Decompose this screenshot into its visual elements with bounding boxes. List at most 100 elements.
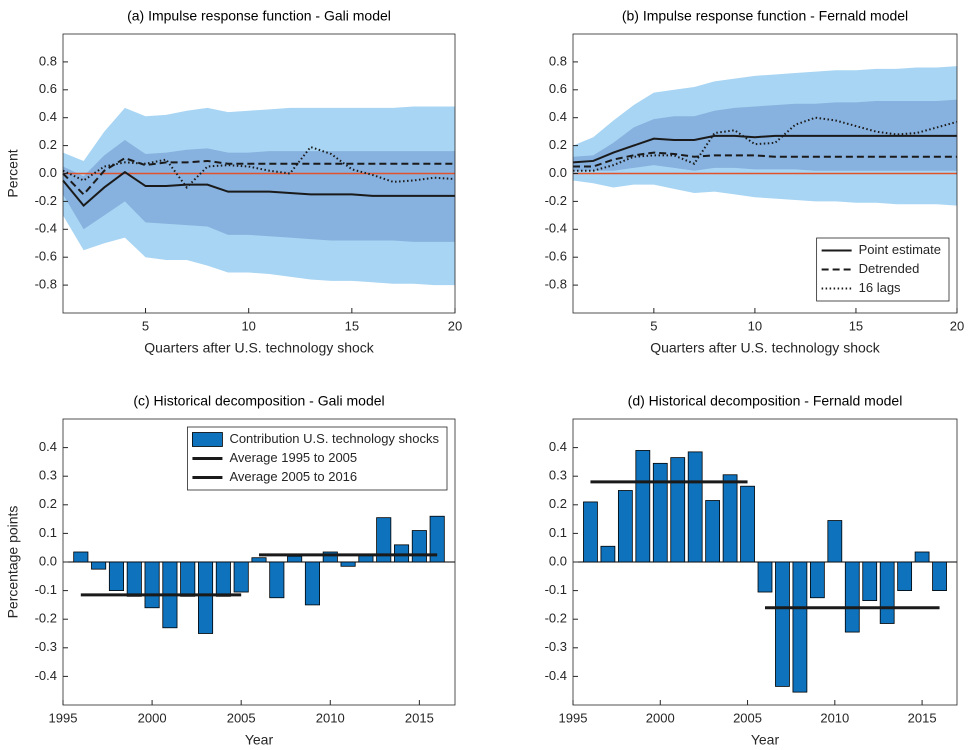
x-axis-label: Year — [751, 732, 780, 748]
y-tick-label: 0.2 — [39, 137, 57, 152]
bar — [897, 561, 913, 592]
y-tick-label: -0.8 — [35, 277, 57, 292]
y-tick-label: 0.0 — [39, 165, 57, 180]
y-tick-label: 0.3 — [39, 468, 57, 483]
x-tick-label: 2015 — [908, 710, 937, 725]
y-tick-label: 0.0 — [39, 553, 57, 568]
bar — [108, 561, 124, 592]
bar — [376, 517, 392, 563]
bar — [757, 561, 773, 593]
chart-title: (a) Impulse response function - Gali mod… — [127, 8, 391, 24]
bar — [304, 561, 320, 606]
confidence-band — [573, 99, 957, 171]
bar — [198, 561, 214, 634]
x-tick-label: 10 — [241, 318, 255, 333]
x-tick-label: 20 — [448, 318, 462, 333]
x-tick-label: 1995 — [49, 710, 78, 725]
bar — [827, 520, 843, 563]
y-tick-label: 0.2 — [39, 496, 57, 511]
y-tick-label: 0.6 — [549, 81, 567, 96]
bar — [144, 561, 160, 609]
y-tick-label: 0.3 — [549, 468, 567, 483]
x-tick-label: 2000 — [646, 710, 675, 725]
y-tick-label: -0.1 — [545, 582, 567, 597]
bar — [862, 561, 878, 602]
bar — [91, 561, 107, 570]
y-tick-label: -0.2 — [545, 193, 567, 208]
bar — [269, 561, 285, 599]
y-tick-label: 0.8 — [39, 53, 57, 68]
legend-label: Contribution U.S. technology shocks — [229, 431, 439, 446]
bar — [914, 551, 930, 563]
bar — [792, 561, 808, 693]
bar — [809, 561, 825, 599]
y-tick-label: 0.1 — [549, 525, 567, 540]
bar — [617, 490, 633, 563]
bar — [411, 530, 427, 563]
bar — [215, 561, 231, 597]
x-tick-label: 15 — [345, 318, 359, 333]
series-line — [573, 151, 957, 168]
x-tick-label: 10 — [748, 318, 762, 333]
legend-label: Average 2005 to 2016 — [229, 469, 357, 484]
bar — [429, 515, 445, 563]
x-tick-label: 5 — [142, 318, 149, 333]
y-tick-label: -0.3 — [35, 639, 57, 654]
y-tick-label: -0.6 — [35, 249, 57, 264]
y-tick-label: 0.4 — [549, 109, 567, 124]
bar — [775, 561, 790, 687]
y-tick-label: -0.4 — [545, 221, 567, 236]
y-tick-label: 0.0 — [549, 165, 567, 180]
y-axis-label: Percent — [5, 149, 21, 197]
x-tick-label: 20 — [950, 318, 964, 333]
bar — [652, 462, 668, 563]
bar — [126, 561, 142, 597]
series-line — [572, 134, 957, 164]
y-tick-label: -0.2 — [35, 193, 57, 208]
y-tick-label: -0.4 — [545, 668, 567, 683]
series-line — [62, 145, 456, 189]
legend-box — [187, 426, 448, 491]
x-tick-label: 15 — [849, 318, 863, 333]
y-tick-label: 0.6 — [39, 81, 57, 96]
x-axis-label: Year — [245, 732, 274, 748]
y-axis-label: Percentage points — [5, 506, 21, 619]
y-tick-label: 0.2 — [549, 137, 567, 152]
x-tick-label: 2005 — [733, 710, 762, 725]
series-line — [62, 170, 455, 208]
x-tick-label: 2000 — [138, 710, 167, 725]
bar — [635, 450, 651, 563]
bar — [600, 545, 616, 563]
y-tick-label: -0.2 — [35, 611, 57, 626]
chart-title: (b) Impulse response function - Fernald … — [622, 8, 908, 24]
y-tick-label: -0.4 — [35, 668, 57, 683]
bar — [287, 555, 303, 563]
y-tick-label: -0.6 — [545, 249, 567, 264]
bar — [180, 561, 196, 597]
x-tick-label: 2010 — [316, 710, 345, 725]
legend-label: Point estimate — [859, 242, 941, 257]
legend-label: Detrended — [859, 261, 920, 276]
y-tick-label: -0.3 — [545, 639, 567, 654]
chart-title: (c) Historical decomposition - Gali mode… — [133, 393, 384, 409]
bar — [722, 474, 738, 563]
bar — [844, 561, 860, 633]
y-tick-label: 0.2 — [549, 496, 567, 511]
y-tick-label: -0.4 — [35, 221, 57, 236]
bar — [322, 551, 338, 563]
series-line — [573, 116, 958, 172]
bar — [670, 457, 686, 563]
bar — [73, 551, 89, 563]
bar — [879, 561, 895, 624]
x-tick-label: 2010 — [820, 710, 849, 725]
x-axis-label: Quarters after U.S. technology shock — [650, 340, 881, 356]
legend-label: 16 lags — [859, 280, 901, 295]
bar — [740, 485, 755, 563]
y-tick-label: -0.8 — [545, 277, 567, 292]
y-tick-label: 0.1 — [39, 525, 57, 540]
y-tick-label: 0.8 — [549, 53, 567, 68]
bar — [705, 500, 721, 563]
x-tick-label: 2005 — [227, 710, 256, 725]
